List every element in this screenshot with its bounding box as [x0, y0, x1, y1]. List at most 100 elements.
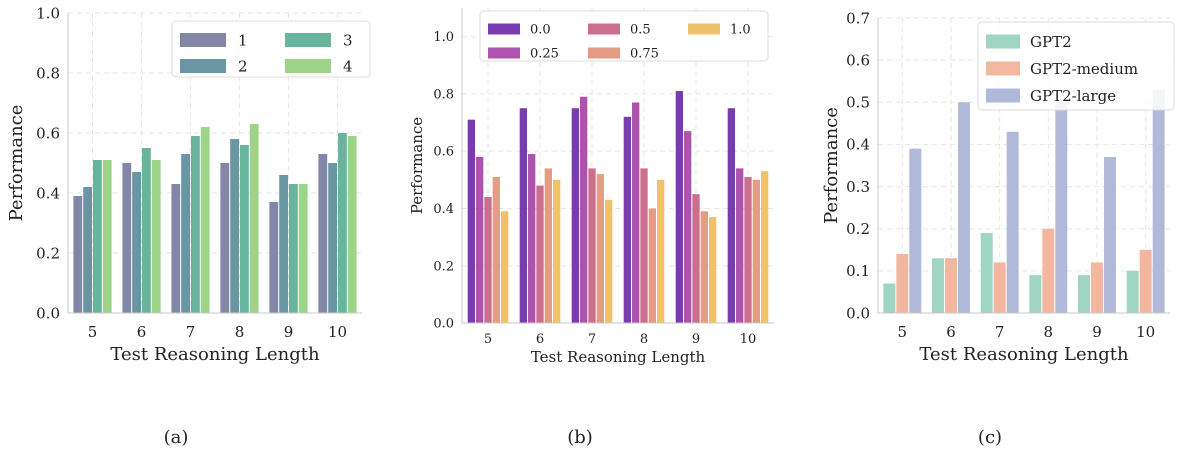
bar-1-5: [73, 196, 83, 313]
bar-GPT2-medium-9: [1091, 262, 1103, 313]
x-tick-label: 8: [1044, 323, 1054, 341]
y-tick-label: 0.8: [433, 87, 454, 102]
bar-GPT2-8: [1029, 275, 1042, 313]
x-tick-label: 7: [186, 323, 196, 341]
y-tick-label: 0.7: [846, 9, 870, 27]
legend: 0.0 0.25 0.5 0.75 1.0: [479, 10, 769, 62]
bar-3-10: [338, 133, 347, 313]
chart-panel-1: 0.0 0.2 0.4 0.6 0.8 1.0 5 6 7 8 9 10 Test Reasoning …: [6, 4, 371, 365]
bar-0.75-10: [752, 179, 760, 323]
bar-1.0-9: [708, 217, 717, 323]
bar-1-7: [171, 184, 181, 313]
y-axis-label: Performance: [408, 117, 426, 214]
legend-label-GPT2: GPT2: [1030, 33, 1072, 51]
x-tick-label: 5: [484, 332, 492, 347]
bar-0.0-6: [519, 108, 528, 324]
bar-0.5-8: [640, 168, 648, 323]
bar-GPT2-large-10: [1152, 89, 1165, 314]
panel-label: (b): [567, 427, 593, 448]
legend-swatch-0.0: [488, 23, 520, 35]
legend-box: [479, 10, 769, 62]
x-axis-label: Test Reasoning Length: [919, 344, 1129, 365]
bar-1-9: [269, 202, 279, 313]
bar-GPT2-5: [883, 283, 896, 313]
y-tick-label: 0.2: [433, 259, 454, 274]
legend-swatch-1.0: [688, 23, 720, 35]
x-axis-label: Test Reasoning Length: [531, 348, 706, 366]
bar-0.75-6: [544, 168, 552, 323]
bar-0.25-5: [476, 156, 484, 323]
x-tick-label: 10: [328, 323, 347, 341]
bar-1-6: [122, 163, 132, 313]
bar-0.0-9: [675, 91, 684, 323]
bar-0.25-9: [684, 131, 692, 323]
y-tick-label: 0.6: [36, 124, 60, 142]
bar-0.5-5: [484, 197, 492, 323]
x-tick-label: 5: [88, 323, 98, 341]
x-tick-label: 6: [536, 332, 544, 347]
x-tick-label: 9: [692, 332, 700, 347]
x-tick-label: 9: [284, 323, 294, 341]
bar-GPT2-medium-6: [945, 258, 957, 313]
bar-1.0-10: [760, 171, 769, 323]
legend-swatch-GPT2: [986, 34, 1020, 49]
legend-label-3: 3: [343, 31, 353, 49]
bar-2-10: [328, 163, 337, 313]
bar-3-5: [93, 160, 102, 313]
x-tick-label: 6: [946, 323, 956, 341]
bar-0.75-9: [700, 211, 708, 323]
y-tick-label: 1.0: [433, 30, 454, 45]
y-tick-label: 0.4: [846, 136, 870, 154]
bar-GPT2-10: [1126, 270, 1139, 313]
bar-2-6: [132, 172, 141, 313]
y-tick-label: 0.5: [846, 94, 870, 112]
bar-GPT2-6: [932, 258, 945, 313]
bar-4-9: [298, 184, 308, 313]
y-tick-label: 0.1: [846, 262, 870, 280]
x-tick-label: 8: [235, 323, 245, 341]
bar-1.0-6: [552, 179, 561, 323]
legend-swatch-GPT2-medium: [986, 61, 1020, 76]
bar-0.5-10: [744, 176, 752, 323]
bar-0.0-5: [467, 119, 476, 323]
bar-GPT2-large-6: [957, 102, 970, 314]
y-tick-label: 0.4: [36, 184, 60, 202]
x-tick-label: 5: [898, 323, 908, 341]
y-tick-label: 0.4: [433, 202, 454, 217]
x-tick-label: 10: [1136, 323, 1155, 341]
y-axis-label: Performance: [821, 107, 842, 224]
y-axis-label: Performance: [6, 105, 27, 222]
legend-swatch-0.5: [588, 23, 620, 35]
bar-0.5-7: [588, 168, 596, 323]
chart-panel-3: 0.0 0.1 0.2 0.3 0.4 0.5 0.6 0.7 5 6 7 8 9 10 Test Reas…: [821, 9, 1175, 365]
legend-label-GPT2-large: GPT2-large: [1030, 87, 1116, 105]
bar-2-7: [181, 154, 190, 313]
bar-0.5-9: [692, 194, 700, 323]
y-tick-label: 1.0: [36, 4, 60, 22]
legend-label-1.0: 1.0: [730, 23, 751, 38]
legend-label-4: 4: [343, 57, 353, 75]
bar-GPT2-medium-7: [993, 262, 1006, 313]
bar-2-9: [279, 175, 288, 313]
bar-GPT2-large-8: [1055, 102, 1068, 314]
legend-swatch-GPT2-large: [986, 88, 1020, 103]
bar-2-5: [83, 187, 92, 313]
bar-1.0-8: [656, 179, 665, 323]
bar-3-7: [191, 136, 200, 313]
bar-GPT2-medium-8: [1042, 228, 1055, 313]
bar-0.25-10: [736, 168, 744, 323]
bar-4-5: [102, 160, 112, 313]
bar-3-8: [240, 145, 249, 313]
x-tick-label: 7: [995, 323, 1005, 341]
legend-swatch-4: [285, 59, 331, 73]
legend-swatch-0.75: [588, 47, 620, 59]
bar-0.75-5: [492, 176, 500, 323]
bar-0.75-7: [596, 174, 604, 323]
y-tick-label: 0.0: [846, 304, 870, 322]
bar-1.0-7: [604, 199, 613, 323]
legend: GPT2 GPT2-medium GPT2-large: [977, 21, 1175, 111]
x-tick-label: 7: [588, 332, 596, 347]
bar-GPT2-medium-5: [896, 254, 909, 313]
y-tick-label: 0.3: [846, 178, 870, 196]
legend-label-1: 1: [238, 31, 248, 49]
